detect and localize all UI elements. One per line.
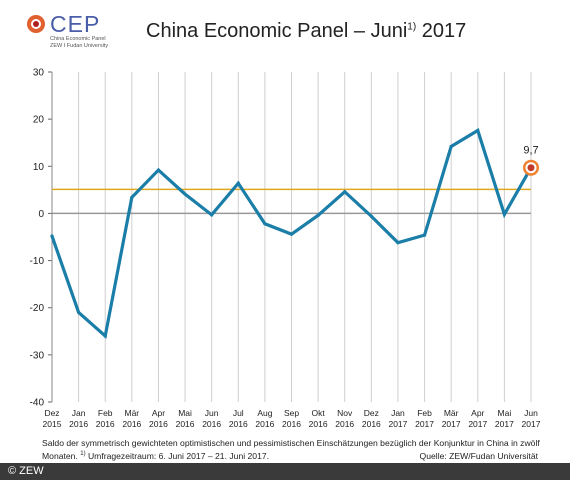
logo-subtitle-line1: China Economic Panel <box>50 36 106 42</box>
x-tick-label: Mai 2016 <box>176 408 195 429</box>
caption-line2-a: Monaten. <box>42 450 78 461</box>
logo-text: CEP <box>50 11 101 37</box>
data-point <box>476 128 480 133</box>
data-point <box>156 168 161 172</box>
x-tick-label: Sep 2016 <box>282 408 301 429</box>
data-point <box>130 195 134 199</box>
y-tick-label: -40 <box>30 398 45 409</box>
data-point <box>183 192 187 196</box>
page-title: China Economic Panel – Juni1) 2017 <box>146 20 466 43</box>
logo-subtitle-line2: ZEW I Fudan University <box>50 43 109 49</box>
x-tick-label: Dez 2016 <box>362 408 381 429</box>
data-point <box>343 190 347 194</box>
data-point <box>422 233 427 237</box>
y-tick-label: -10 <box>30 256 45 267</box>
x-tick-label: Feb 2016 <box>96 408 115 429</box>
cep-logo-mark-icon <box>27 15 45 33</box>
chart-caption: Saldo der symmetrisch gewichteten optimi… <box>42 438 542 462</box>
data-point <box>77 310 81 315</box>
x-tick-label: Mär 2017 <box>442 408 461 429</box>
highlight-marker-core <box>527 164 535 172</box>
data-point <box>449 144 453 149</box>
x-tick-label: Jun 2016 <box>202 408 221 429</box>
title-year: 2017 <box>421 20 467 42</box>
x-tick-label: Dez 2015 <box>43 408 62 429</box>
data-point <box>103 334 107 338</box>
x-tick-label: Jul 2016 <box>229 408 248 429</box>
y-tick-label: 0 <box>38 209 44 220</box>
title-footnote-marker: 1) <box>407 21 417 33</box>
x-tick-label: Mär 2016 <box>122 408 141 429</box>
caption-line2: Monaten. 1) Umfragezeitraum: 6. Juni 201… <box>42 449 542 462</box>
logo-subtitle: China Economic Panel ZEW I Fudan Univers… <box>50 36 108 50</box>
x-tick-label: Jan 2016 <box>69 408 88 429</box>
caption-source: Quelle: ZEW/Fudan Universität <box>419 450 538 461</box>
data-point <box>50 234 54 238</box>
caption-line1: Saldo der symmetrisch gewichteten optimi… <box>42 438 540 448</box>
highlight-data-label: 9,7 <box>523 145 538 157</box>
x-tick-label: Mai 2017 <box>495 408 514 429</box>
copyright-text: © ZEW <box>8 465 44 477</box>
x-tick-label: Apr 2017 <box>468 408 487 429</box>
copyright-bar: © ZEW <box>0 463 570 480</box>
x-tick-label: Nov 2016 <box>335 408 354 429</box>
title-text: China Economic Panel – Juni <box>146 20 408 42</box>
data-point <box>236 181 240 185</box>
x-tick-label: Aug 2016 <box>255 408 274 429</box>
series-layer: 9,7 <box>50 128 539 340</box>
x-tick-label: Okt 2016 <box>309 408 328 429</box>
data-point <box>263 222 267 226</box>
caption-footnote-marker: 1) <box>80 451 86 457</box>
data-point <box>369 214 373 218</box>
y-tick-label: 20 <box>33 115 45 126</box>
x-tick-label: Apr 2016 <box>149 408 168 429</box>
y-tick-label: 30 <box>33 68 45 79</box>
data-point <box>316 213 320 217</box>
caption-survey-period: Umfragezeitraum: 6. Juni 2017 – 21. Juni… <box>87 450 270 461</box>
x-tick-label: Jan 2017 <box>388 408 407 429</box>
data-point <box>396 241 400 245</box>
data-point <box>210 213 214 217</box>
x-tick-label: Feb 2017 <box>415 408 434 429</box>
x-tick-label: Jun 2017 <box>522 408 541 429</box>
y-tick-label: -20 <box>30 303 45 314</box>
cep-logo: CEP China Economic Panel ZEW I Fudan Uni… <box>26 11 136 54</box>
y-tick-label: 10 <box>33 162 45 173</box>
data-point <box>502 212 506 216</box>
data-point <box>289 232 294 236</box>
y-tick-label: -30 <box>30 350 45 361</box>
